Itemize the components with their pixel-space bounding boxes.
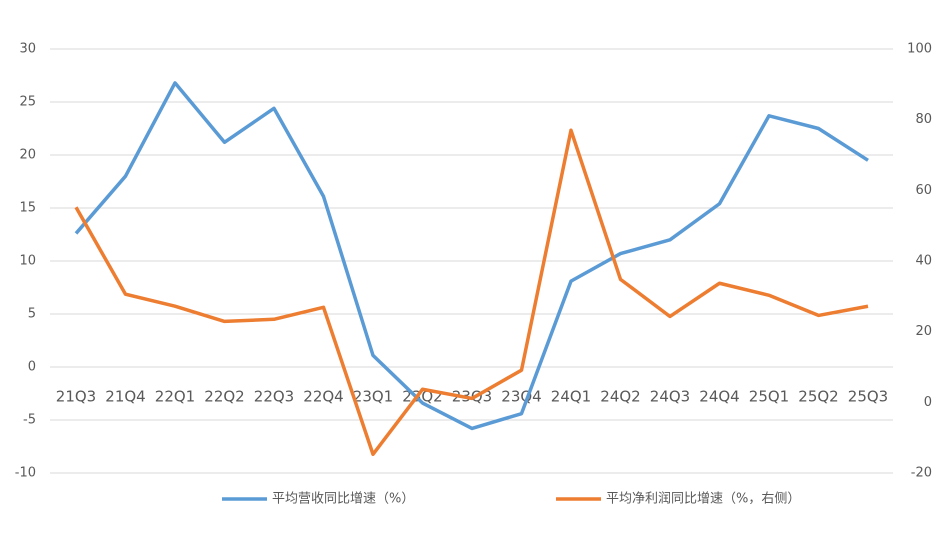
x-tick-label: 21Q4 [105, 388, 145, 406]
y-tick-label: 25 [19, 95, 36, 110]
series-line [74, 81, 869, 431]
x-tick-label: 23Q1 [353, 388, 393, 406]
x-tick-label: 21Q3 [56, 388, 96, 406]
y-tick-label: 0 [28, 360, 36, 375]
x-tick-label: 25Q3 [848, 388, 888, 406]
y2-tick-label: 60 [915, 183, 932, 198]
x-tick-label: 22Q1 [155, 388, 195, 406]
x-tick-label: 25Q2 [798, 388, 838, 406]
y-tick-label: 30 [19, 42, 36, 57]
y2-tick-label: 80 [915, 112, 932, 127]
legend-label: 平均净利润同比增速（%，右侧） [606, 492, 800, 507]
legend-label: 平均营收同比增速（%） [272, 492, 414, 507]
y2-tick-label: -20 [911, 466, 932, 481]
x-tick-label: 24Q4 [699, 388, 739, 406]
y-tick-label: 20 [19, 148, 36, 163]
y-tick-label: 15 [19, 201, 36, 216]
x-tick-label: 24Q1 [551, 388, 591, 406]
x-tick-label: 23Q4 [501, 388, 541, 406]
y-tick-label: 5 [28, 307, 36, 322]
x-tick-label: 24Q2 [600, 388, 640, 406]
y-tick-label: -5 [23, 413, 36, 428]
y-tick-label: 10 [19, 254, 36, 269]
y2-tick-label: 100 [907, 42, 932, 57]
y-tick-label: -10 [15, 466, 36, 481]
x-tick-label: 22Q2 [204, 388, 244, 406]
y2-tick-label: 40 [915, 254, 932, 269]
x-tick-label: 22Q3 [254, 388, 294, 406]
y2-tick-label: 0 [924, 395, 932, 410]
y2-tick-label: 20 [915, 324, 932, 339]
series-line [74, 128, 869, 457]
x-tick-label: 24Q3 [650, 388, 690, 406]
x-tick-label: 25Q1 [749, 388, 789, 406]
x-tick-label: 22Q4 [303, 388, 343, 406]
